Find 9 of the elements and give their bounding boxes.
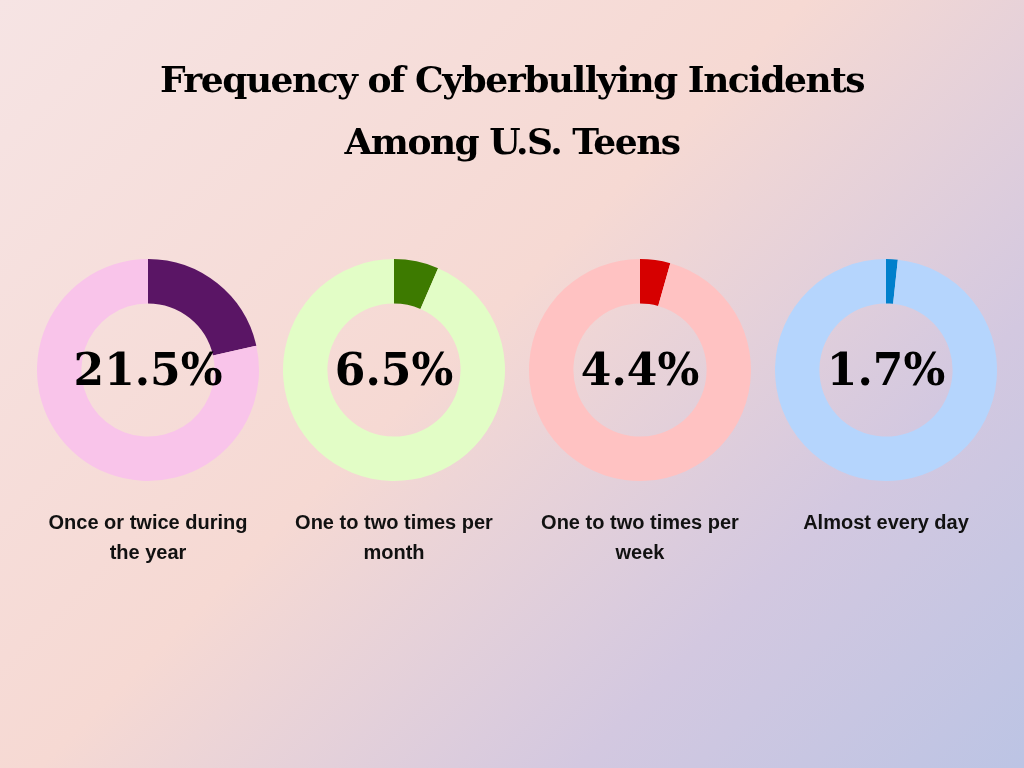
- text: Once or twice during the year: [48, 511, 248, 563]
- data-label: 4.4%: [580, 344, 700, 396]
- text: Frequency of Cyberbullying Incidents Among U.S. Teens: [158, 57, 866, 164]
- text: One to two times per week: [541, 511, 739, 563]
- data-label: 1.7%: [826, 344, 946, 396]
- data-label: 6.5%: [334, 344, 454, 396]
- text: One to two times per month: [295, 511, 493, 563]
- data-label: 21.5%: [73, 344, 223, 396]
- text: Almost every day: [803, 511, 969, 533]
